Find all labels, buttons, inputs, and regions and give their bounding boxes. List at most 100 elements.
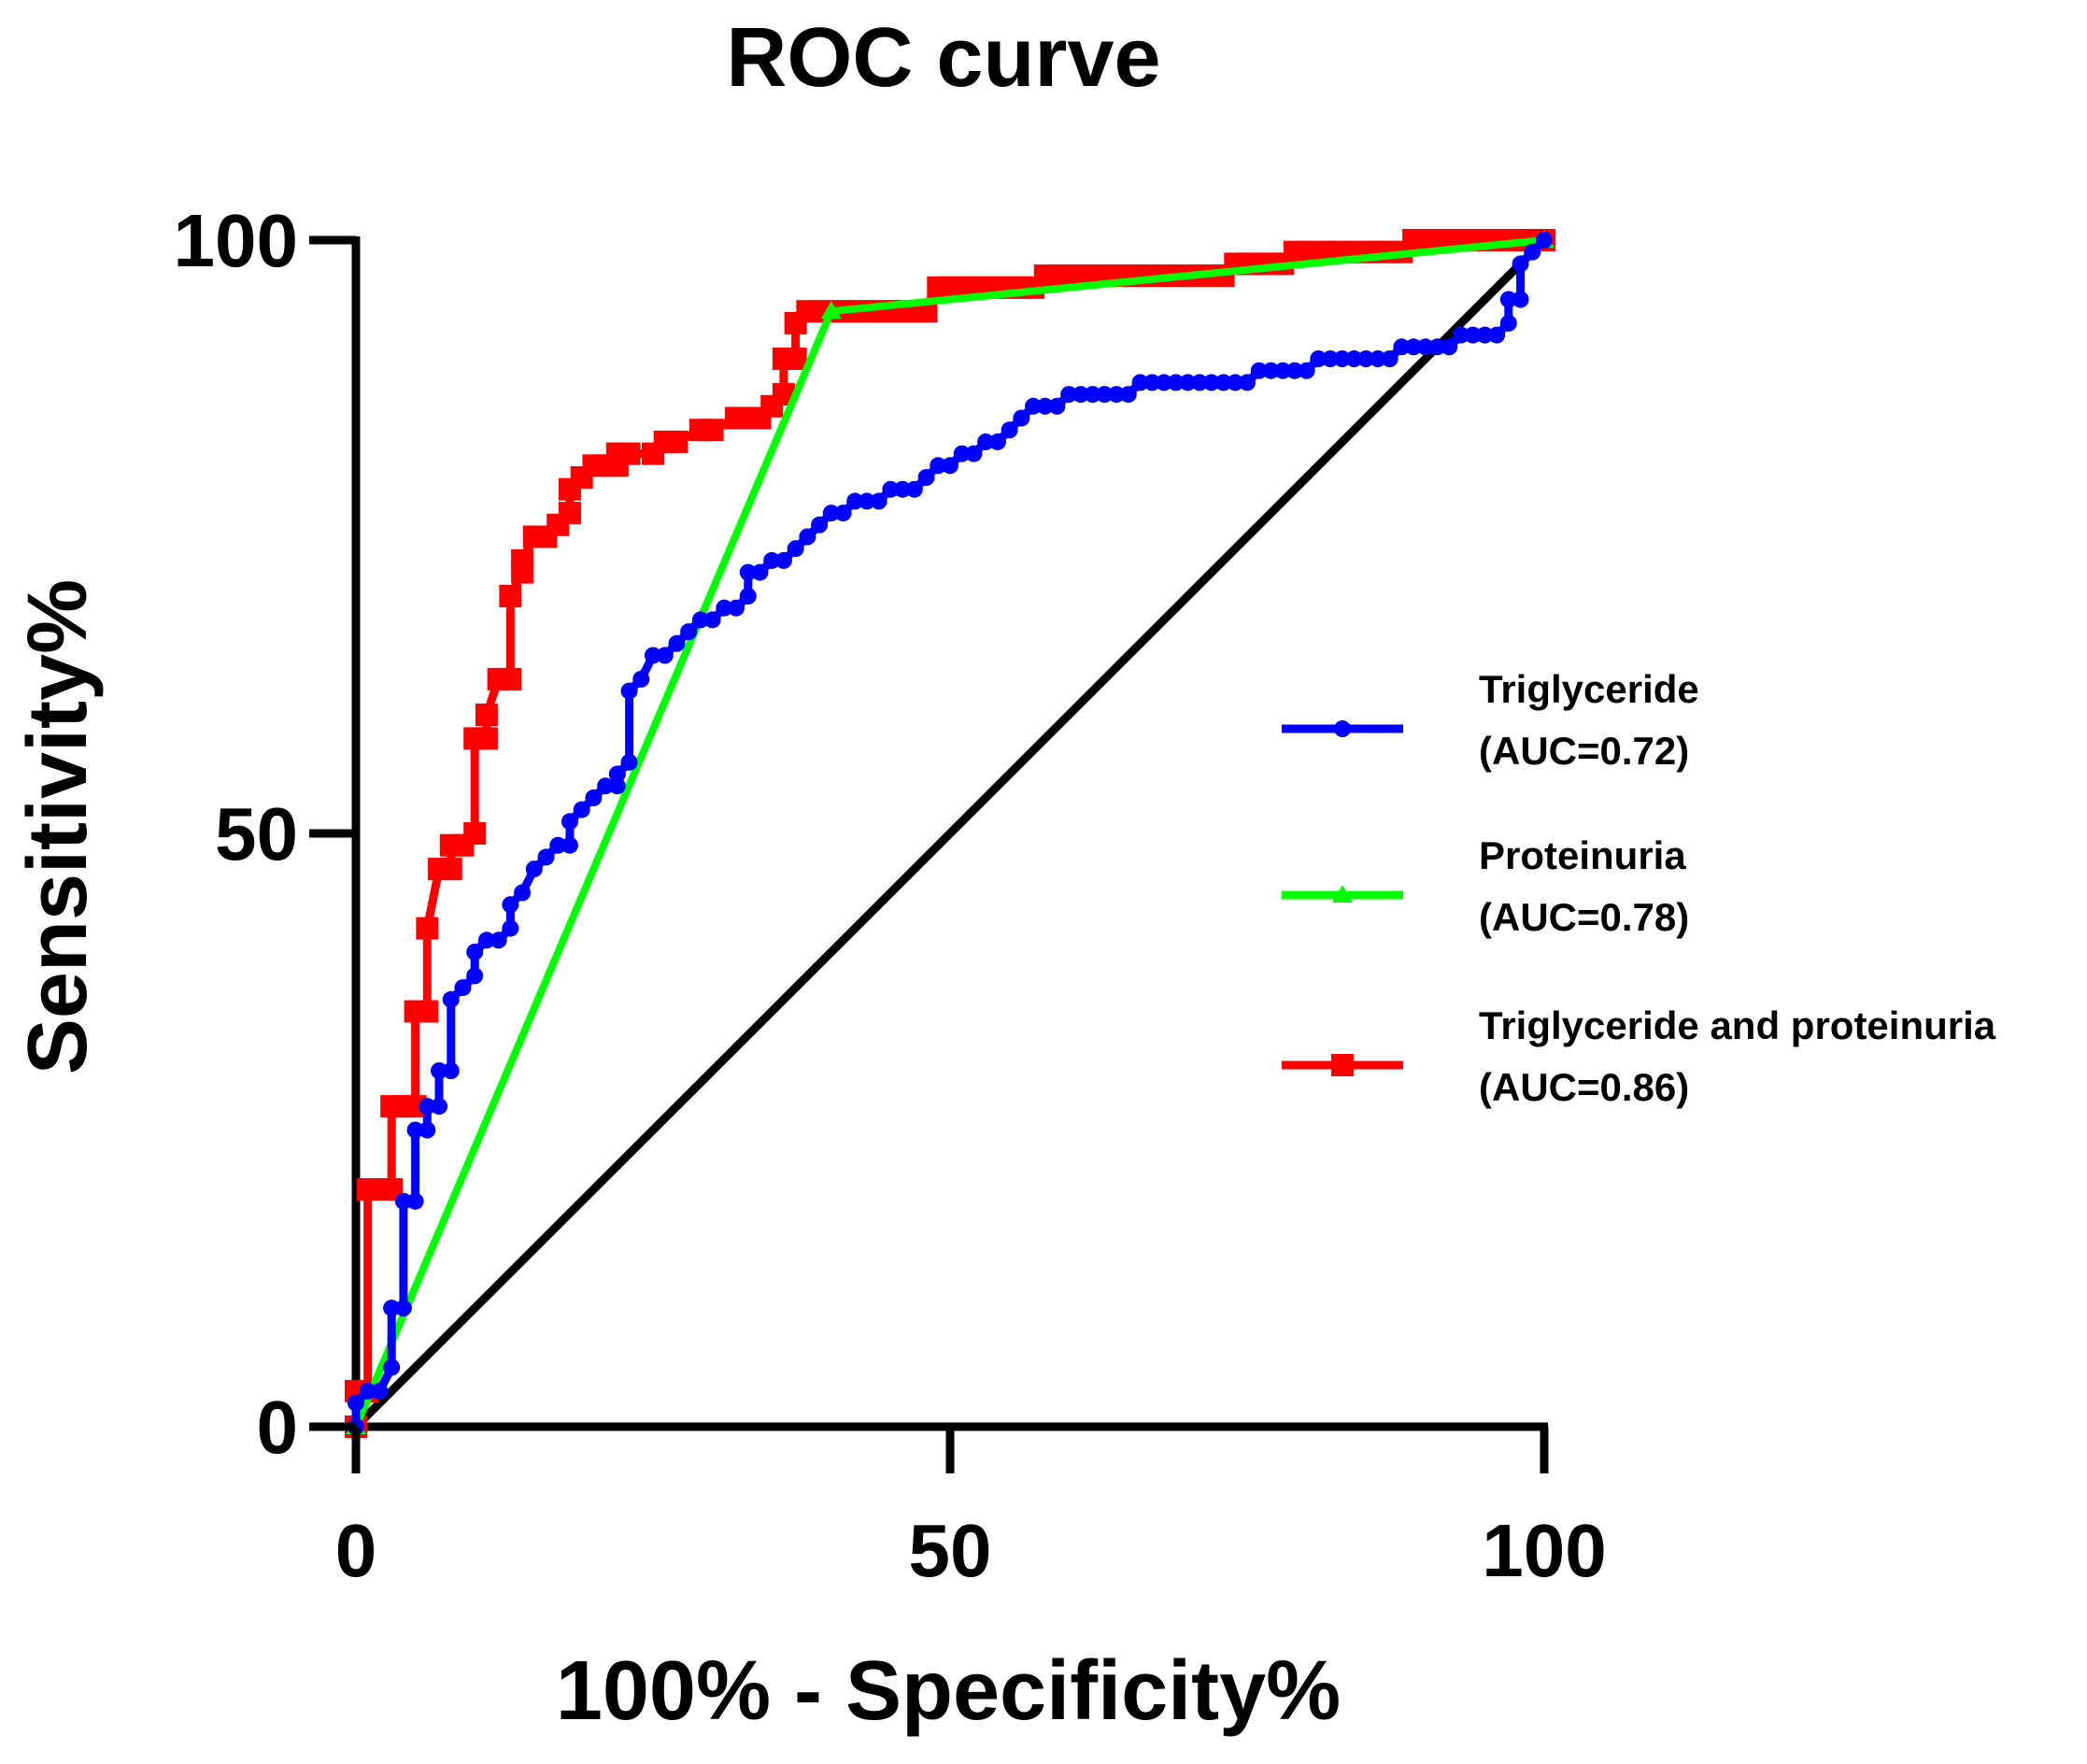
data-point-triglyceride [632, 670, 650, 688]
data-point-triglyceride [1227, 374, 1244, 391]
tick-labels: 0 50 100 0 50 100 [174, 199, 1607, 1592]
x-tick-label: 0 [335, 1509, 377, 1592]
data-point-triglyceride [668, 634, 686, 652]
data-point-triglyceride [1476, 326, 1494, 344]
data-point-triglyceride [1025, 397, 1043, 415]
data-point-triglyceride [1036, 397, 1054, 415]
data-point-triglyceride [1536, 232, 1553, 249]
data-point-triglyceride [608, 765, 626, 783]
data-point-triglyceride [1369, 350, 1386, 367]
data-point-triglyceride [620, 682, 638, 700]
data-point-combined [499, 585, 522, 607]
data-point-triglyceride [490, 932, 507, 949]
x-tick-label: 100 [1482, 1509, 1606, 1592]
data-point-triglyceride [431, 1098, 448, 1116]
series-combined [345, 229, 1555, 1438]
data-point-triglyceride [834, 505, 852, 522]
data-point-triglyceride [1262, 362, 1280, 379]
data-point-triglyceride [811, 516, 829, 533]
data-point-triglyceride [1202, 374, 1220, 391]
y-tick-label: 0 [257, 1386, 299, 1469]
data-point-triglyceride [846, 492, 864, 510]
data-point-triglyceride [1488, 326, 1506, 344]
data-point-combined [463, 822, 487, 845]
data-point-triglyceride [763, 551, 781, 569]
data-point-triglyceride [953, 445, 971, 462]
data-point-triglyceride [1285, 362, 1303, 379]
legend-item-proteinuria: Proteinuria (AUC=0.78) [1282, 833, 1689, 939]
data-point-triglyceride [1405, 338, 1423, 356]
x-axis-label: 100% - Specificity% [556, 1644, 1341, 1738]
data-point-combined [784, 348, 807, 370]
data-point-triglyceride [1001, 421, 1018, 439]
data-point-triglyceride [442, 990, 460, 1008]
data-point-triglyceride [703, 611, 721, 629]
data-point-triglyceride [502, 919, 519, 937]
data-point-triglyceride [1214, 374, 1232, 391]
data-point-triglyceride [1250, 362, 1268, 379]
data-point-triglyceride [442, 1062, 460, 1079]
data-point-triglyceride [1428, 338, 1446, 356]
data-point-triglyceride [502, 896, 519, 914]
data-point-triglyceride [1524, 243, 1541, 261]
data-point-triglyceride [561, 836, 578, 854]
series-triglyceride [348, 232, 1553, 1435]
data-point-triglyceride [645, 647, 661, 664]
data-point-triglyceride [1096, 386, 1114, 404]
data-point-triglyceride [917, 469, 935, 486]
data-point-triglyceride [394, 1192, 412, 1210]
data-point-triglyceride [419, 1098, 436, 1116]
data-point-triglyceride [1155, 374, 1172, 391]
data-point-triglyceride [549, 836, 567, 854]
data-point-triglyceride [787, 540, 804, 558]
legend-marker-proteinuria [1332, 885, 1353, 903]
data-point-triglyceride [680, 623, 698, 641]
data-point-triglyceride [525, 861, 543, 878]
data-point-triglyceride [728, 599, 745, 617]
data-point-triglyceride [988, 433, 1006, 450]
data-point-triglyceride [1452, 326, 1469, 344]
data-point-triglyceride [905, 480, 923, 498]
data-point-triglyceride [882, 480, 900, 498]
series-reference [352, 236, 1548, 1430]
data-point-combined [701, 419, 724, 442]
data-point-triglyceride [383, 1300, 401, 1316]
data-point-triglyceride [348, 1394, 364, 1412]
legend-marker-combined [1331, 1054, 1354, 1076]
legend-label-triglyceride: Triglyceride [1479, 667, 1699, 711]
data-point-triglyceride [1357, 350, 1375, 367]
data-point-combined [416, 917, 439, 940]
data-point-triglyceride [383, 1359, 401, 1376]
data-point-triglyceride [454, 979, 472, 997]
data-point-triglyceride [359, 1382, 376, 1400]
data-point-triglyceride [965, 445, 983, 462]
data-point-triglyceride [1310, 350, 1327, 367]
legend: Triglyceride (AUC=0.72) Proteinuria (AUC=0.… [1282, 667, 1996, 1109]
data-point-triglyceride [1464, 326, 1482, 344]
data-point-triglyceride [1333, 350, 1351, 367]
data-point-triglyceride [691, 611, 709, 629]
legend-auc-combined: (AUC=0.86) [1479, 1065, 1689, 1109]
data-point-triglyceride [822, 505, 840, 522]
data-point-triglyceride [466, 944, 484, 960]
data-point-triglyceride [930, 457, 947, 475]
data-point-triglyceride [1072, 386, 1089, 404]
legend-label-combined: Triglyceride and proteinuria [1479, 1003, 1996, 1047]
data-point-combined [558, 502, 581, 525]
data-point-triglyceride [1048, 397, 1066, 415]
data-point-triglyceride [477, 932, 495, 949]
data-point-proteinuria [820, 301, 842, 320]
data-point-triglyceride [431, 1062, 448, 1079]
data-point-triglyceride [656, 647, 674, 664]
data-point-triglyceride [716, 599, 733, 617]
data-point-triglyceride [406, 1121, 424, 1139]
data-point-triglyceride [514, 884, 532, 902]
data-point-triglyceride [1119, 386, 1137, 404]
data-point-triglyceride [942, 457, 958, 475]
series-line-reference [352, 236, 1548, 1430]
data-point-triglyceride [466, 967, 484, 985]
data-point-triglyceride [1298, 362, 1315, 379]
data-point-triglyceride [739, 563, 757, 581]
data-point-combined [475, 727, 498, 750]
